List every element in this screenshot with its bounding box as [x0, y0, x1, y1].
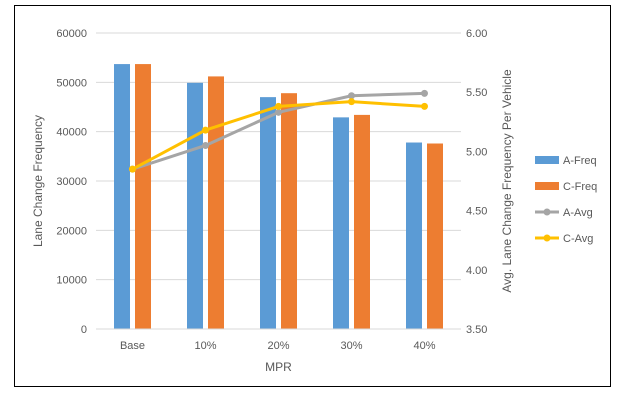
bar-a-freq [260, 97, 276, 329]
point-c-avg [129, 165, 136, 173]
point-a-avg [348, 92, 355, 100]
y-tick-label: 10000 [56, 275, 87, 287]
bar-a-freq [406, 142, 422, 329]
legend-marker [543, 234, 551, 242]
y2-tick-label: 4.50 [466, 206, 487, 218]
point-c-avg [348, 98, 355, 106]
legend-marker [543, 208, 551, 216]
y2-axis-title: Avg. Lane Change Frequency Per Vehicle [500, 69, 514, 293]
axes: 0 10000 20000 30000 40000 50000 60000 3.50 4.00 4… [31, 28, 514, 374]
bar-a-freq [333, 117, 349, 329]
y2-tick-label: 5.00 [466, 146, 487, 158]
bar-c-freq [427, 143, 443, 329]
legend-label: A-Avg [563, 207, 593, 219]
y2-tick-label: 4.00 [466, 265, 487, 277]
y-axis-title: Lane Change Frequency [31, 115, 45, 247]
legend-label: A-Freq [563, 155, 597, 167]
line-series [129, 89, 428, 173]
x-tick-label: 40% [413, 340, 435, 352]
y-tick-label: 40000 [56, 127, 87, 139]
legend-swatch [535, 156, 559, 164]
point-a-avg [275, 108, 282, 116]
legend: A-Freq C-Freq A-Avg C-Avg [535, 155, 597, 245]
legend-swatch [535, 182, 559, 190]
legend-label: C-Avg [563, 233, 593, 245]
x-tick-label: 20% [267, 340, 289, 352]
bar-a-freq [114, 64, 130, 329]
point-c-avg [275, 102, 282, 110]
bar-c-freq [281, 93, 297, 329]
chart-frame: 0 10000 20000 30000 40000 50000 60000 3.50 4.00 4… [14, 5, 611, 387]
point-a-avg [421, 89, 428, 97]
x-tick-label: Base [120, 340, 145, 352]
y2-tick-label: 6.00 [466, 28, 487, 40]
y-tick-label: 60000 [56, 28, 87, 40]
x-tick-label: 30% [340, 340, 362, 352]
y2-tick-label: 5.50 [466, 87, 487, 99]
gridlines [96, 32, 461, 330]
bar-c-freq [208, 76, 224, 329]
x-axis-title: MPR [265, 360, 292, 374]
bar-series [114, 64, 443, 330]
x-tick-label: 10% [194, 340, 216, 352]
y-tick-label: 30000 [56, 176, 87, 188]
point-c-avg [202, 126, 209, 134]
point-a-avg [202, 141, 209, 149]
chart: 0 10000 20000 30000 40000 50000 60000 3.50 4.00 4… [31, 28, 597, 374]
bar-c-freq [135, 64, 151, 329]
bar-a-freq [187, 82, 203, 330]
y-tick-label: 0 [81, 324, 87, 336]
y2-tick-label: 3.50 [466, 324, 487, 336]
bar-c-freq [354, 114, 370, 329]
point-c-avg [421, 102, 428, 110]
y-tick-label: 50000 [56, 77, 87, 89]
y-tick-label: 20000 [56, 225, 87, 237]
legend-label: C-Freq [563, 181, 597, 193]
